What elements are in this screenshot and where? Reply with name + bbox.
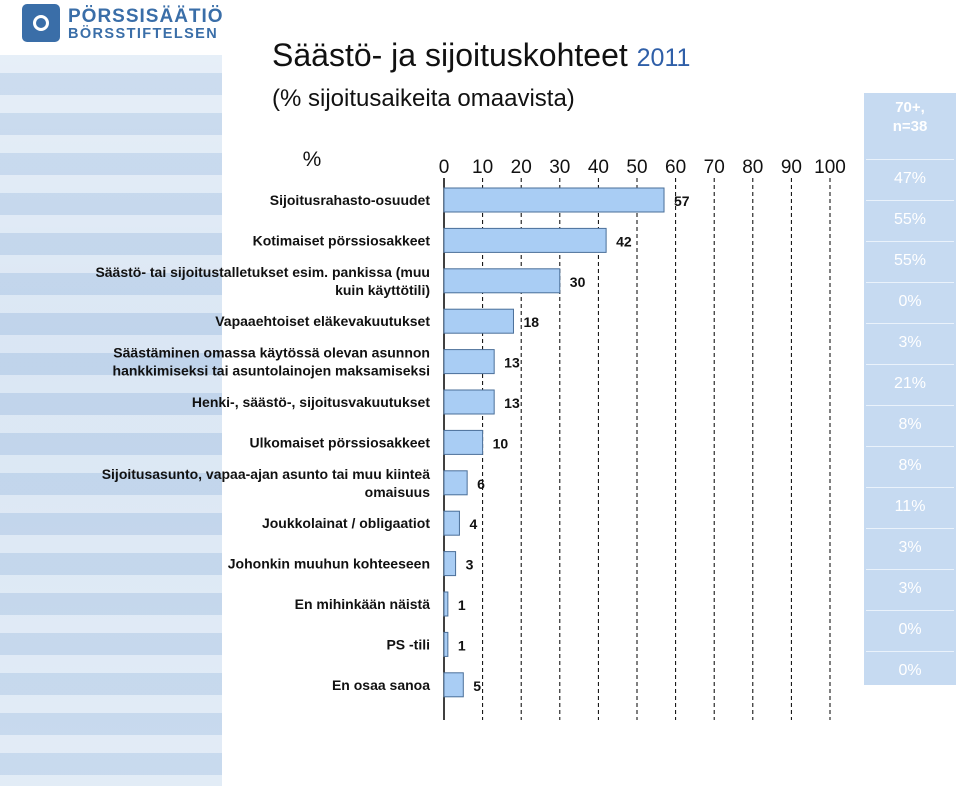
x-tick-label: 0 bbox=[439, 157, 450, 178]
side-panel-value: 3% bbox=[898, 334, 922, 351]
category-label: Sijoitusasunto, vapaa-ajan asunto tai mu… bbox=[102, 466, 431, 482]
bar bbox=[443, 672, 464, 698]
category-label: Ulkomaiset pörssiosakkeet bbox=[249, 434, 430, 450]
category-label: Sijoitusrahasto-osuudet bbox=[270, 192, 431, 208]
axis-unit-label: % bbox=[303, 148, 322, 171]
side-panel-separator bbox=[866, 610, 954, 611]
background-decoration bbox=[0, 55, 222, 786]
category-label: Joukkolainat / obligaatiot bbox=[262, 515, 430, 531]
page-subtitle: (% sijoitusaikeita omaavista) bbox=[272, 85, 575, 112]
bar bbox=[443, 551, 457, 577]
side-panel-value: 0% bbox=[898, 293, 922, 310]
side-panel-value: 55% bbox=[893, 252, 927, 269]
side-panel-value: 0% bbox=[898, 662, 922, 679]
side-panel-70plus: 70+, n=38 47% 55% 55% 0% 3% 21% 8% 8% 11% 3% 3% 0% 0… bbox=[864, 93, 956, 685]
side-panel-separator bbox=[866, 569, 954, 570]
data-label: 30 bbox=[570, 274, 586, 290]
bar bbox=[443, 429, 484, 455]
side-panel-separator bbox=[866, 159, 954, 160]
bar bbox=[443, 631, 449, 657]
side-panel-separator bbox=[866, 446, 954, 447]
side-panel-value: 3% bbox=[898, 539, 922, 556]
side-panel-separator bbox=[866, 282, 954, 283]
side-panel-value: 3% bbox=[898, 580, 922, 597]
data-label: 6 bbox=[477, 476, 485, 492]
side-panel-separator bbox=[866, 651, 954, 652]
category-label: Säästö- tai sijoitustalletukset esim. pa… bbox=[95, 264, 430, 280]
side-panel-separator bbox=[866, 405, 954, 406]
data-label: 13 bbox=[504, 395, 520, 411]
page-title: Säästö- ja sijoituskohteet 2011 bbox=[272, 37, 690, 74]
logo-text-line1: PÖRSSISÄÄTIÖ bbox=[68, 6, 224, 27]
logo: PÖRSSISÄÄTIÖ BÖRSSTIFTELSEN bbox=[22, 4, 224, 44]
title-year: 2011 bbox=[636, 44, 691, 72]
bar bbox=[443, 510, 460, 536]
side-panel-header-n: n=38 bbox=[892, 118, 928, 135]
category-label: Kotimaiset pörssiosakkeet bbox=[253, 232, 431, 248]
title-text: Säästö- ja sijoituskohteet bbox=[272, 37, 628, 73]
side-panel-value: 8% bbox=[898, 457, 922, 474]
side-panel-value: 8% bbox=[898, 416, 922, 433]
bar-chart: % 0 10 20 30 40 50 60 70 80 90 100 57 Sijoitusrahasto… bbox=[95, 148, 846, 720]
logo-icon bbox=[22, 4, 60, 42]
bar bbox=[443, 389, 495, 415]
category-label: Säästäminen omassa käytössä olevan asunn… bbox=[113, 345, 430, 361]
data-label: 3 bbox=[466, 557, 474, 573]
data-label: 10 bbox=[493, 435, 509, 451]
category-label: omaisuus bbox=[365, 484, 431, 500]
data-label: 13 bbox=[504, 355, 520, 371]
data-label: 57 bbox=[674, 193, 690, 209]
data-label: 1 bbox=[458, 597, 466, 613]
bar bbox=[443, 227, 607, 253]
x-tick-label: 90 bbox=[781, 157, 802, 178]
category-label: Henki-, säästö-, sijoitusvakuutukset bbox=[192, 394, 430, 410]
data-label: 42 bbox=[616, 233, 632, 249]
x-tick-label: 80 bbox=[742, 157, 763, 178]
category-label: En mihinkään näistä bbox=[295, 596, 431, 612]
bar bbox=[443, 470, 468, 496]
category-label: Vapaaehtoiset eläkevakuutukset bbox=[215, 313, 430, 329]
bar bbox=[443, 308, 514, 334]
x-tick-label: 40 bbox=[588, 157, 609, 178]
side-panel-value: 0% bbox=[898, 621, 922, 638]
data-label: 1 bbox=[458, 637, 466, 653]
side-panel-value: 55% bbox=[893, 211, 927, 228]
side-panel-value: 21% bbox=[893, 375, 927, 392]
data-label: 5 bbox=[473, 678, 481, 694]
logo-text-line2: BÖRSSTIFTELSEN bbox=[68, 26, 219, 42]
bar bbox=[443, 591, 449, 617]
bar bbox=[443, 187, 665, 213]
side-panel-value: 11% bbox=[894, 498, 926, 515]
side-panel-value: 47% bbox=[893, 170, 927, 187]
side-panel-separator bbox=[866, 364, 954, 365]
x-tick-label: 20 bbox=[511, 157, 532, 178]
category-label: Johonkin muuhun kohteeseen bbox=[228, 556, 430, 572]
data-label: 4 bbox=[469, 516, 477, 532]
bar bbox=[443, 268, 561, 294]
x-tick-label: 30 bbox=[549, 157, 570, 178]
category-label: PS -tili bbox=[386, 636, 430, 652]
data-label: 18 bbox=[523, 314, 539, 330]
category-label: hankkimiseksi tai asuntolainojen maksami… bbox=[113, 363, 430, 379]
category-label: kuin käyttötili) bbox=[335, 282, 430, 298]
x-tick-label: 70 bbox=[704, 157, 725, 178]
x-tick-label: 50 bbox=[626, 157, 647, 178]
side-panel-header-group: 70+, bbox=[895, 99, 925, 116]
x-tick-label: 60 bbox=[665, 157, 686, 178]
side-panel-separator bbox=[866, 200, 954, 201]
x-tick-label: 100 bbox=[814, 157, 846, 178]
side-panel-header: 70+, n=38 bbox=[864, 98, 956, 136]
category-label: En osaa sanoa bbox=[332, 677, 430, 693]
side-panel-separator bbox=[866, 323, 954, 324]
bar bbox=[443, 349, 495, 375]
side-panel-separator bbox=[866, 241, 954, 242]
side-panel-separator bbox=[866, 528, 954, 529]
x-tick-label: 10 bbox=[472, 157, 493, 178]
side-panel-separator bbox=[866, 487, 954, 488]
